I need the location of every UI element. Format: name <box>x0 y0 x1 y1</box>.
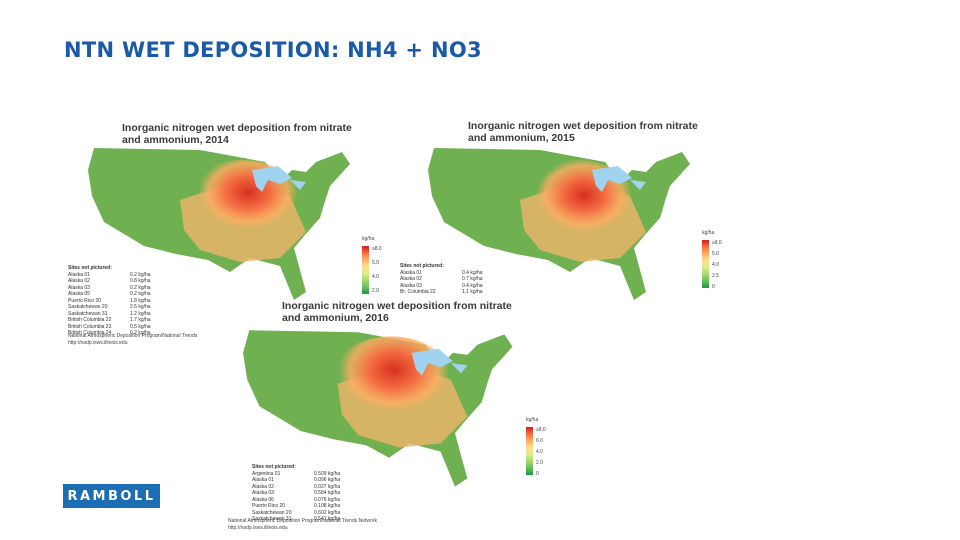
map-2014-title: Inorganic nitrogen wet deposition from n… <box>122 122 352 146</box>
legend-2014-scale <box>362 246 369 294</box>
map-2016-title: Inorganic nitrogen wet deposition from n… <box>282 300 512 324</box>
credit-2014-line2: http://nadp.isws.illinois.edu <box>68 339 128 346</box>
sites-not-pictured-2016: Sites not pictured: Argentina 01 0.509 kg… <box>252 464 340 523</box>
legend-2016: kg/ha ≥8.0 6.0 4.0 2.0 0 <box>526 417 546 477</box>
sites-2014-row: Alaska 02 0.8 kg/ha <box>68 278 151 284</box>
deposition-hotspot <box>180 160 304 252</box>
legend-2014-tick: ≥8.0 <box>372 246 382 252</box>
map-2015-title-line2: and ammonium, 2015 <box>468 132 575 144</box>
great-lakes <box>252 166 306 192</box>
legend-2016-tick: ≥8.0 <box>536 427 546 433</box>
sites-2014-row: Saskatchewan 20 2.5 kg/ha <box>68 304 151 310</box>
sites-not-pictured-2014: Sites not pictured: Alaska 01 0.2 kg/ha A… <box>68 265 151 337</box>
sites-2016-row: Puerto Rico 20 0.108 kg/ha <box>252 503 341 509</box>
sites-2016-row: Argentina 01 0.509 kg/ha <box>252 470 341 477</box>
great-lakes <box>592 166 646 192</box>
sites-2015-row: Alaska 01 0.4 kg/ha <box>400 269 483 276</box>
credit-2016: National Atmospheric Deposition Program/… <box>228 518 377 531</box>
credit-2014-line1: National Atmospheric Deposition Program/… <box>68 333 198 339</box>
sites-not-pictured-2015: Sites not pictured: Alaska 01 0.4 kg/ha A… <box>400 263 483 296</box>
sites-2014-row: Alaska 01 0.2 kg/ha <box>68 271 151 278</box>
legend-2015: kg/ha ≥8.0 5.0 4.0 2.5 0 <box>702 230 722 290</box>
legend-2014: kg/ha ≥8.0 5.0 4.0 2.0 <box>362 236 382 294</box>
sites-2014-heading: Sites not pictured: <box>68 265 112 271</box>
map-2015-title-line1: Inorganic nitrogen wet deposition from n… <box>468 120 698 132</box>
ramboll-logo: RAMBOLL <box>63 484 160 508</box>
legend-2014-tick: 4.0 <box>372 274 379 280</box>
sites-2014-row: Saskatchewan 31 1.2 kg/ha <box>68 310 151 317</box>
legend-2016-tick: 6.0 <box>536 438 543 444</box>
legend-2015-scale <box>702 240 709 288</box>
legend-2015-tick: 0 <box>712 284 715 290</box>
map-2016 <box>243 330 513 487</box>
legend-2016-tick: 0 <box>536 471 539 477</box>
legend-2016-tick: 4.0 <box>536 449 543 455</box>
legend-2014-tick: 5.0 <box>372 260 379 266</box>
sites-2016-row: Saskatchewan 20 0.602 kg/ha <box>252 509 341 516</box>
sites-2015-row: Alaska 02 0.7 kg/ha <box>400 276 483 282</box>
credit-2014: National Atmospheric Deposition Program/… <box>68 333 197 346</box>
map-2015-title: Inorganic nitrogen wet deposition from n… <box>468 120 698 144</box>
map-2015 <box>428 148 690 300</box>
legend-2015-tick: 5.0 <box>712 251 719 257</box>
sites-2015-row: Alaska 03 0.4 kg/ha <box>400 282 483 289</box>
sites-2016-row: Alaska 02 0.027 kg/ha <box>252 483 341 490</box>
sites-2014-row: Puerto Rico 20 1.8 kg/ha <box>68 297 151 304</box>
map-2014 <box>88 148 350 300</box>
sites-2016-heading: Sites not pictured: <box>252 464 296 470</box>
map-2014-title-line2: and ammonium, 2014 <box>122 134 229 146</box>
legend-2015-tick: ≥8.0 <box>712 240 722 246</box>
legend-2014-tick: 2.0 <box>372 288 379 294</box>
legend-2014-unit: kg/ha <box>362 236 375 242</box>
legend-2015-tick: 2.5 <box>712 273 719 279</box>
sites-2016-row: Alaska 06 0.076 kg/ha <box>252 496 341 503</box>
legend-2016-scale <box>526 427 533 475</box>
sites-2016-row: Alaska 03 0.584 kg/ha <box>252 490 341 496</box>
legend-2015-unit: kg/ha <box>702 230 715 236</box>
deposition-hotspot <box>518 160 638 252</box>
legend-2015-tick: 4.0 <box>712 262 719 268</box>
slide-title: NTN WET DEPOSITION: NH4 + NO3 <box>64 38 482 62</box>
sites-2014-row: British Columbia 22 1.7 kg/ha <box>68 317 151 323</box>
sites-2015-heading: Sites not pictured: <box>400 263 444 269</box>
legend-2016-unit: kg/ha <box>526 417 539 423</box>
credit-2016-line1: National Atmospheric Deposition Program/… <box>228 518 377 524</box>
sites-2016-row: Alaska 01 0.096 kg/ha <box>252 477 341 483</box>
map-2016-title-line1: Inorganic nitrogen wet deposition from n… <box>282 300 512 312</box>
sites-2014-row: Alaska 03 0.2 kg/ha <box>68 284 151 291</box>
great-lakes <box>411 348 468 376</box>
legend-2016-tick: 2.0 <box>536 460 543 466</box>
sites-2016-row: Saskatchewan 31 0.541 kg/ha <box>252 516 341 522</box>
sites-2014-row: Alaska 05 0.2 kg/ha <box>68 291 151 297</box>
map-2014-title-line1: Inorganic nitrogen wet deposition from n… <box>122 122 352 134</box>
sites-2015-row: Br. Columbia 22 1.1 kg/ha <box>400 289 483 295</box>
sites-2014-row: British Columbia 24 0.2 kg/ha <box>68 330 151 336</box>
map-2016-title-line2: and ammonium, 2016 <box>282 312 389 324</box>
sites-2014-row: British Columbia 23 0.5 kg/ha <box>68 323 151 330</box>
credit-2016-line2: http://nadp.isws.illinois.edu <box>228 524 288 531</box>
